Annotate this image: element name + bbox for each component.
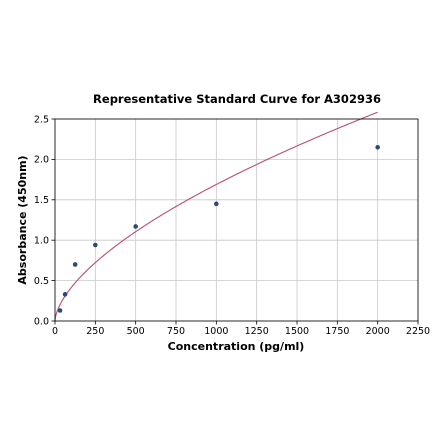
data-point bbox=[375, 144, 380, 150]
chart-title: Representative Standard Curve for A30293… bbox=[93, 92, 381, 106]
data-points bbox=[57, 144, 380, 313]
x-tick-label: 0 bbox=[52, 326, 58, 337]
x-tick-label: 2250 bbox=[406, 326, 430, 337]
y-tick-label: 0.5 bbox=[34, 276, 49, 287]
y-axis-label: Absorbance (450nm) bbox=[16, 155, 29, 284]
x-tick-label: 2000 bbox=[366, 326, 390, 337]
y-tick-label: 1.5 bbox=[34, 195, 49, 206]
data-point bbox=[133, 224, 138, 229]
plot-frame bbox=[54, 118, 419, 322]
x-axis-ticks: 0 250 500 750 1000 1250 1500 1750 2000 2250 bbox=[52, 321, 430, 337]
x-tick-label: 750 bbox=[167, 326, 185, 337]
y-tick-label: 1.0 bbox=[34, 236, 49, 247]
x-tick-label: 500 bbox=[127, 326, 145, 337]
y-tick-label: 0.0 bbox=[34, 316, 49, 327]
y-axis-ticks: 0.0 0.5 1.0 1.5 2.0 2.5 bbox=[34, 114, 55, 327]
y-tick-label: 2.5 bbox=[34, 114, 49, 125]
grid-lines bbox=[54, 118, 419, 322]
fit-curve-layer bbox=[54, 111, 378, 322]
data-point bbox=[72, 262, 78, 267]
data-point bbox=[93, 242, 98, 248]
x-tick-label: 1250 bbox=[245, 326, 269, 337]
x-tick-label: 1000 bbox=[204, 326, 228, 337]
x-tick-label: 1750 bbox=[325, 326, 349, 337]
y-tick-label: 2.0 bbox=[34, 155, 49, 166]
data-point bbox=[62, 292, 68, 297]
x-tick-label: 250 bbox=[86, 326, 104, 337]
data-point bbox=[214, 201, 219, 207]
data-point bbox=[57, 308, 63, 313]
x-tick-label: 1500 bbox=[285, 326, 309, 337]
x-axis-label: Concentration (pg/ml) bbox=[168, 340, 305, 353]
fit-curve bbox=[54, 111, 378, 322]
